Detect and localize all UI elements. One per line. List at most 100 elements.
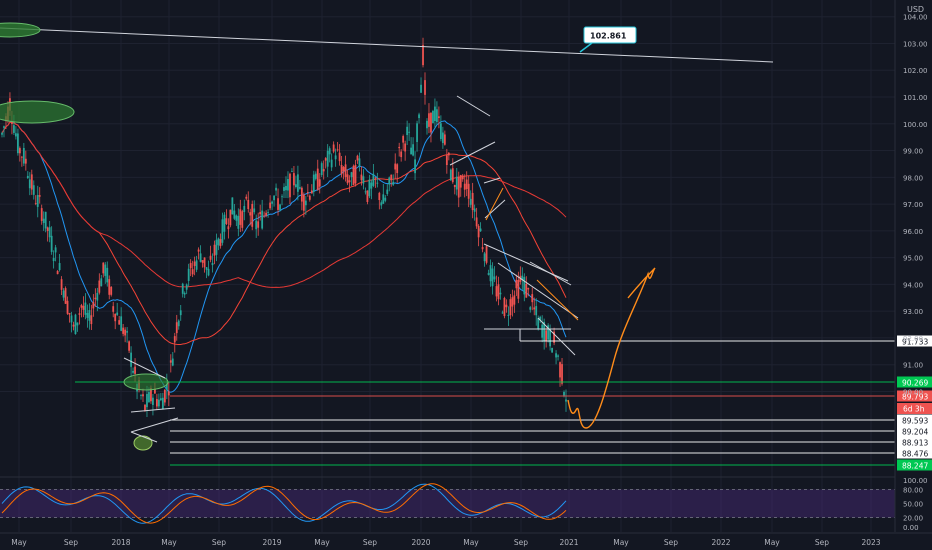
candle-body xyxy=(481,247,484,250)
price-tick-label: 96.00 xyxy=(903,228,923,236)
candle-body xyxy=(408,131,411,133)
candle-body xyxy=(15,133,17,137)
price-level-value: 88.913 xyxy=(902,439,928,448)
candle-body xyxy=(386,189,389,194)
candle-body xyxy=(253,208,256,213)
time-tick-label: 2019 xyxy=(262,538,281,547)
candle-body xyxy=(225,218,228,224)
candle-body xyxy=(370,182,373,189)
candle-body xyxy=(237,215,240,229)
candle-body xyxy=(209,255,212,260)
candle-body xyxy=(74,314,77,335)
candle-body xyxy=(473,208,476,212)
candle-body xyxy=(235,215,238,221)
candle-body xyxy=(479,228,482,232)
candle-body xyxy=(70,315,73,323)
candle-body xyxy=(352,165,355,186)
candle-body xyxy=(223,214,226,232)
candle-body xyxy=(344,164,347,177)
candle-body xyxy=(16,133,19,154)
candle-body xyxy=(382,194,385,204)
candle-body xyxy=(287,179,289,191)
candle-body xyxy=(302,194,305,211)
drawings[interactable]: 102.861 xyxy=(0,22,774,451)
candle-body xyxy=(291,171,293,172)
candle-body xyxy=(545,330,548,342)
candle-body xyxy=(46,227,49,231)
price-level-tag xyxy=(897,414,932,426)
time-tick-label: 2021 xyxy=(559,538,578,547)
candle-body xyxy=(221,219,224,243)
price-tick-label: 103.00 xyxy=(903,40,928,48)
candle-body xyxy=(40,208,43,221)
price-level-value: 90.269 xyxy=(902,379,928,388)
candle-body xyxy=(231,197,234,215)
callout-box xyxy=(583,26,637,44)
candle-body xyxy=(525,283,528,298)
candle-body xyxy=(269,202,271,209)
candle-body xyxy=(300,187,303,202)
candle-body xyxy=(350,172,353,178)
candle-body xyxy=(106,267,109,283)
candle-body xyxy=(517,280,520,299)
candle-body xyxy=(340,165,343,175)
candle-body xyxy=(263,215,266,217)
pattern-line xyxy=(485,187,504,221)
ma-slow-line xyxy=(1,121,567,288)
price-tick-label: 93.00 xyxy=(903,308,923,316)
candle-body xyxy=(144,404,146,411)
candle-body xyxy=(314,173,317,179)
candle-body xyxy=(98,280,101,293)
time-tick-label: May xyxy=(764,538,780,547)
candle-body xyxy=(108,279,111,295)
candle-body xyxy=(38,195,41,197)
candle-body xyxy=(199,253,202,262)
candle-body xyxy=(471,192,474,211)
horizontal-levels[interactable]: 91.733 90.269 89.793 89.593 89.204 88.913 88.4… xyxy=(75,335,932,471)
candle-body xyxy=(539,316,542,320)
candle-body xyxy=(215,239,218,255)
candle-body xyxy=(201,260,204,263)
candle-body xyxy=(118,320,121,325)
projection-path xyxy=(567,267,656,429)
candle-body xyxy=(32,185,35,195)
candle-body xyxy=(461,175,464,180)
candle-body xyxy=(124,329,127,336)
price-tick-label: 95.00 xyxy=(903,255,923,263)
candle-body xyxy=(26,175,29,179)
candle-body xyxy=(334,155,337,160)
candle-body xyxy=(203,257,206,268)
candle-body xyxy=(132,370,134,373)
candle-body xyxy=(219,239,222,247)
time-tick-label: Sep xyxy=(514,538,528,547)
time-tick-label: Sep xyxy=(212,538,226,547)
candle-body xyxy=(316,168,319,191)
pattern-line xyxy=(537,317,576,356)
candle-body xyxy=(60,279,63,290)
price-level-tag xyxy=(897,390,932,402)
candle-body xyxy=(78,313,81,315)
candle-body xyxy=(64,288,67,304)
highlight-ellipse xyxy=(0,22,41,38)
candle-body xyxy=(68,313,71,315)
pattern-line xyxy=(497,262,579,319)
candle-body xyxy=(541,324,544,338)
price-tick-label: 97.00 xyxy=(903,201,923,209)
countdown-text: 6d 3h xyxy=(903,405,925,414)
candle-body xyxy=(247,199,250,210)
pattern-line xyxy=(536,279,579,321)
pattern-line xyxy=(456,95,491,117)
price-level-tag xyxy=(897,376,932,388)
candle-body xyxy=(320,163,323,176)
candle-body xyxy=(384,197,387,201)
candle-body xyxy=(447,152,450,156)
candle-body xyxy=(56,270,59,275)
pattern-line xyxy=(130,417,179,433)
candle-body xyxy=(76,322,79,326)
candle-body xyxy=(197,249,200,252)
candle-body xyxy=(551,347,553,353)
candle-body xyxy=(529,307,532,310)
oscillator-tick-label: 0.00 xyxy=(903,524,919,532)
candle-body xyxy=(348,180,351,183)
